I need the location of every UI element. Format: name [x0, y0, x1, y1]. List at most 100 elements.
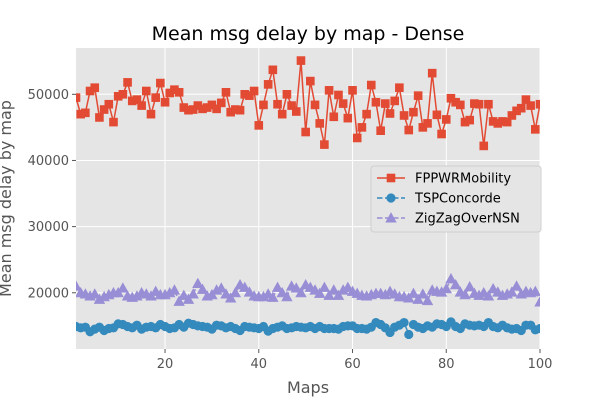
data-point-fppwrmobility — [301, 127, 310, 137]
data-point-fppwrmobility — [334, 90, 343, 100]
data-point-fppwrmobility — [409, 107, 418, 117]
data-point-fppwrmobility — [212, 104, 221, 114]
data-point-zigzagovernsn — [510, 280, 523, 291]
data-point-fppwrmobility — [282, 90, 292, 99]
data-point-fppwrmobility — [142, 86, 151, 96]
data-point-zigzagovernsn — [529, 285, 540, 296]
data-point-tspconcorde — [535, 323, 540, 334]
data-point-fppwrmobility — [81, 108, 90, 118]
data-point-zigzagovernsn — [412, 293, 424, 304]
data-point-fppwrmobility — [268, 65, 278, 75]
data-point-fppwrmobility — [413, 91, 423, 100]
data-point-zigzagovernsn — [506, 286, 518, 297]
legend-label-fppwrmobility: FPPWRMobility — [415, 172, 511, 187]
data-point-fppwrmobility — [76, 93, 81, 102]
data-point-zigzagovernsn — [215, 282, 228, 293]
data-point-zigzagovernsn — [342, 281, 354, 292]
data-point-fppwrmobility — [109, 117, 118, 127]
data-point-fppwrmobility — [315, 119, 325, 128]
legend-item-fppwrmobility: FPPWRMobility — [377, 172, 511, 187]
data-point-fppwrmobility — [132, 95, 142, 104]
data-point-fppwrmobility — [526, 101, 535, 110]
data-point-zigzagovernsn — [89, 288, 101, 299]
data-point-tspconcorde — [404, 329, 414, 340]
data-point-fppwrmobility — [404, 125, 414, 135]
data-point-fppwrmobility — [385, 109, 395, 118]
data-point-zigzagovernsn — [271, 281, 284, 292]
data-point-zigzagovernsn — [192, 277, 204, 288]
data-point-zigzagovernsn — [534, 296, 540, 307]
data-point-fppwrmobility — [235, 105, 245, 115]
data-point-zigzagovernsn — [267, 291, 279, 302]
data-point-fppwrmobility — [432, 110, 442, 120]
data-point-fppwrmobility — [277, 109, 287, 119]
data-point-zigzagovernsn — [173, 295, 185, 306]
data-point-fppwrmobility — [484, 99, 493, 109]
data-point-fppwrmobility — [441, 115, 451, 124]
y-tick-label: 30000 — [28, 220, 69, 235]
data-point-fppwrmobility — [427, 68, 437, 78]
data-point-zigzagovernsn — [440, 282, 452, 294]
data-point-fppwrmobility — [216, 98, 226, 108]
data-point-fppwrmobility — [263, 80, 273, 89]
data-point-zigzagovernsn — [290, 282, 302, 293]
data-point-fppwrmobility — [320, 140, 329, 149]
data-point-fppwrmobility — [399, 111, 409, 120]
data-point-fppwrmobility — [123, 78, 132, 87]
data-point-zigzagovernsn — [182, 293, 195, 304]
data-point-fppwrmobility — [381, 99, 390, 108]
legend: FPPWRMobility TSPConcorde ZigZagOverNSN — [370, 165, 542, 233]
data-point-fppwrmobility — [324, 86, 334, 95]
data-point-zigzagovernsn — [445, 273, 457, 284]
data-point-fppwrmobility — [390, 96, 400, 106]
legend-label-tspconcorde: TSPConcorde — [414, 192, 501, 207]
x-tick-label: 60 — [344, 357, 361, 372]
data-point-zigzagovernsn — [328, 284, 340, 295]
data-point-fppwrmobility — [376, 126, 385, 135]
legend-label-zigzagovernsn: ZigZagOverNSN — [415, 212, 520, 227]
x-axis-label: Maps — [287, 378, 329, 397]
data-point-zigzagovernsn — [281, 290, 293, 302]
y-tick-label: 40000 — [28, 154, 69, 169]
data-point-zigzagovernsn — [421, 294, 434, 306]
series-fppwrmobility — [76, 56, 540, 151]
data-point-fppwrmobility — [273, 99, 282, 109]
data-point-fppwrmobility — [531, 125, 540, 134]
data-point-zigzagovernsn — [323, 289, 335, 300]
y-axis-label: Mean msg delay by map — [0, 100, 15, 297]
legend-marker-fppwrmobility — [386, 173, 396, 183]
chart-title: Mean msg delay by map - Dense — [152, 23, 465, 45]
series-layer — [76, 56, 540, 340]
data-point-fppwrmobility — [348, 86, 357, 95]
data-point-fppwrmobility — [357, 123, 367, 132]
data-point-zigzagovernsn — [178, 289, 190, 300]
data-point-fppwrmobility — [535, 99, 540, 109]
data-point-zigzagovernsn — [482, 290, 495, 301]
data-point-fppwrmobility — [104, 99, 114, 109]
data-point-fppwrmobility — [395, 83, 404, 92]
legend-box — [370, 165, 542, 233]
data-point-fppwrmobility — [291, 107, 301, 116]
series-line-fppwrmobility — [76, 60, 540, 146]
data-point-fppwrmobility — [174, 88, 184, 97]
data-point-zigzagovernsn — [117, 282, 129, 293]
data-point-zigzagovernsn — [449, 279, 462, 290]
data-point-fppwrmobility — [352, 133, 362, 143]
data-point-fppwrmobility — [502, 117, 512, 127]
data-point-fppwrmobility — [366, 80, 376, 90]
data-point-zigzagovernsn — [76, 280, 82, 291]
data-point-zigzagovernsn — [220, 288, 232, 299]
data-point-zigzagovernsn — [187, 288, 199, 299]
data-point-zigzagovernsn — [459, 288, 471, 300]
legend-marker-tspconcorde — [386, 193, 396, 203]
data-point-zigzagovernsn — [224, 292, 237, 303]
data-point-zigzagovernsn — [239, 281, 251, 292]
data-point-fppwrmobility — [479, 141, 489, 151]
data-point-fppwrmobility — [95, 113, 104, 122]
data-point-fppwrmobility — [456, 100, 465, 110]
data-point-fppwrmobility — [310, 100, 320, 110]
series-zigzagovernsn — [76, 273, 540, 307]
x-tick-label: 40 — [251, 357, 268, 372]
data-point-fppwrmobility — [362, 109, 371, 119]
data-point-fppwrmobility — [137, 101, 146, 110]
